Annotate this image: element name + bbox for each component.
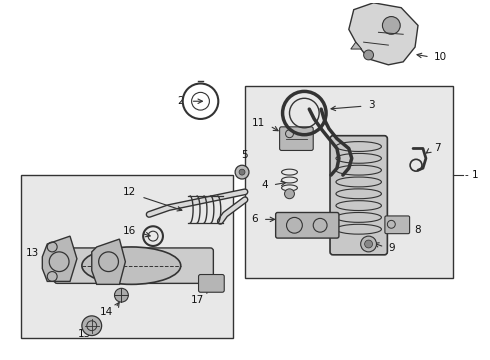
Circle shape [82,316,101,336]
Text: - 1: - 1 [466,170,479,180]
Circle shape [361,236,376,252]
Text: 16: 16 [123,226,136,236]
Text: 13: 13 [26,248,39,258]
Ellipse shape [82,247,181,284]
Text: 3: 3 [368,100,375,110]
Bar [245,86,453,278]
Text: 17: 17 [191,295,204,305]
Circle shape [364,50,373,60]
Circle shape [235,165,249,179]
Polygon shape [349,3,418,65]
Text: 7: 7 [434,144,441,153]
Polygon shape [92,239,125,284]
Circle shape [115,288,128,302]
Text: 15: 15 [77,329,91,339]
Text: 12: 12 [122,187,136,197]
Circle shape [285,189,294,199]
Text: 4: 4 [261,180,268,190]
Polygon shape [42,236,77,282]
Text: 11: 11 [251,118,265,128]
FancyBboxPatch shape [280,127,313,150]
Circle shape [239,169,245,175]
Text: 6: 6 [251,215,258,224]
FancyBboxPatch shape [385,216,410,234]
Text: 14: 14 [100,307,114,317]
Text: 5: 5 [241,150,247,160]
Circle shape [382,17,400,34]
FancyBboxPatch shape [276,212,339,238]
Text: 8: 8 [414,225,421,235]
Text: 10: 10 [434,52,447,62]
Polygon shape [351,42,362,49]
Bar [21,175,233,338]
Text: 9: 9 [389,243,395,253]
FancyBboxPatch shape [54,248,213,283]
Text: 2: 2 [177,96,184,106]
FancyBboxPatch shape [198,275,224,292]
Circle shape [365,240,372,248]
FancyBboxPatch shape [330,136,388,255]
